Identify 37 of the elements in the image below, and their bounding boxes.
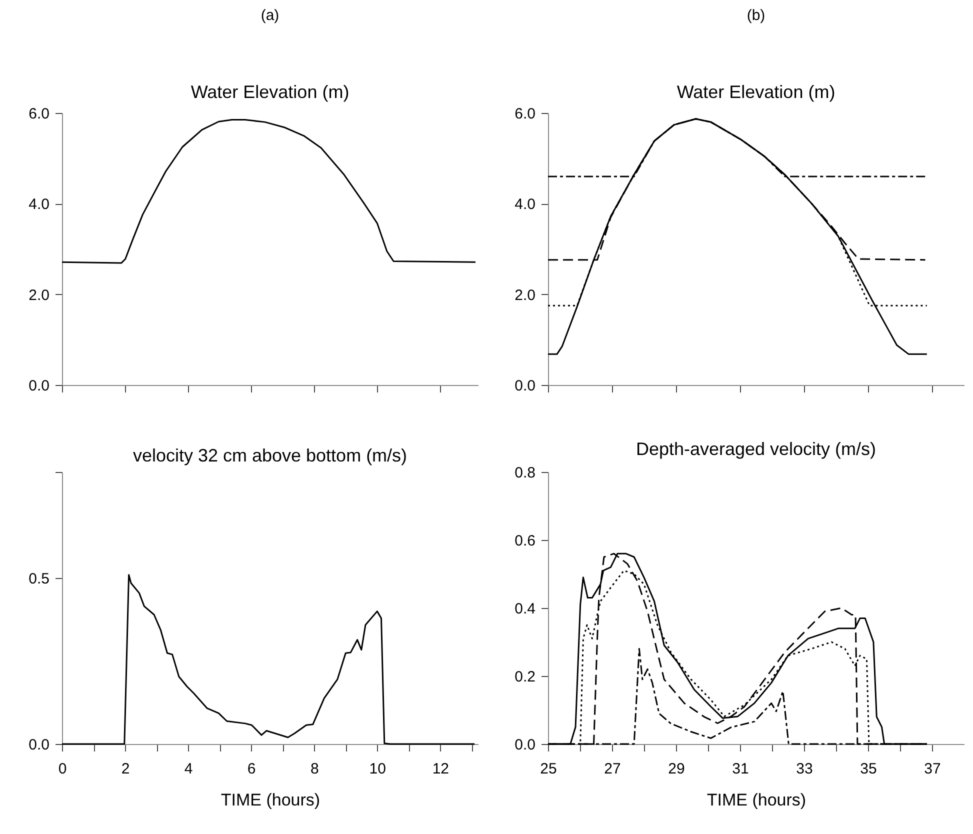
y-tick-label: 6.0 (514, 106, 536, 122)
x-tick-label: 8 (310, 760, 319, 778)
x-tick-label: 12 (432, 760, 450, 778)
x-tick-label: 37 (924, 760, 941, 778)
y-tick-label: 0.4 (514, 600, 536, 618)
x-axis-title: TIME (hours) (706, 790, 806, 810)
x-tick-label: 4 (184, 760, 193, 778)
x-tick-label: 6 (247, 760, 256, 778)
chart-subtitle: Water Elevation (m) (190, 82, 350, 102)
y-tick-label: 0.5 (28, 570, 50, 588)
chart-title: (b) (746, 7, 766, 24)
y-tick-label: 0.0 (514, 736, 536, 754)
y-tick-label: 2.0 (28, 286, 50, 304)
chart-subtitle: Water Elevation (m) (676, 82, 836, 102)
x-tick-label: 31 (732, 760, 749, 778)
x-tick-label: 10 (369, 760, 386, 778)
x-tick-label: 35 (860, 760, 877, 778)
chart-title: velocity 32 cm above bottom (m/s) (132, 446, 408, 466)
y-tick-label: 6.0 (28, 106, 50, 122)
y-tick-label: 4.0 (514, 196, 536, 214)
y-tick-label: 2.0 (514, 286, 536, 304)
y-tick-label: 0.6 (514, 532, 536, 550)
x-tick-label: 2 (121, 760, 130, 778)
y-tick-label: 0.2 (514, 668, 536, 686)
x-tick-label: 25 (540, 760, 557, 778)
x-axis-title: TIME (hours) (220, 790, 320, 810)
y-tick-label: 4.0 (28, 196, 50, 214)
chart-title: (a) (260, 7, 280, 24)
x-tick-label: 0 (58, 760, 67, 778)
x-tick-label: 27 (604, 760, 621, 778)
x-tick-label: 33 (796, 760, 813, 778)
y-tick-label: 0.0 (28, 736, 50, 754)
chart-title: Depth-averaged velocity (m/s) (636, 439, 876, 459)
x-tick-label: 29 (668, 760, 685, 778)
y-tick-label: 0.0 (28, 378, 50, 394)
y-tick-label: 0.0 (514, 378, 536, 394)
y-tick-label: 0.8 (514, 464, 536, 482)
